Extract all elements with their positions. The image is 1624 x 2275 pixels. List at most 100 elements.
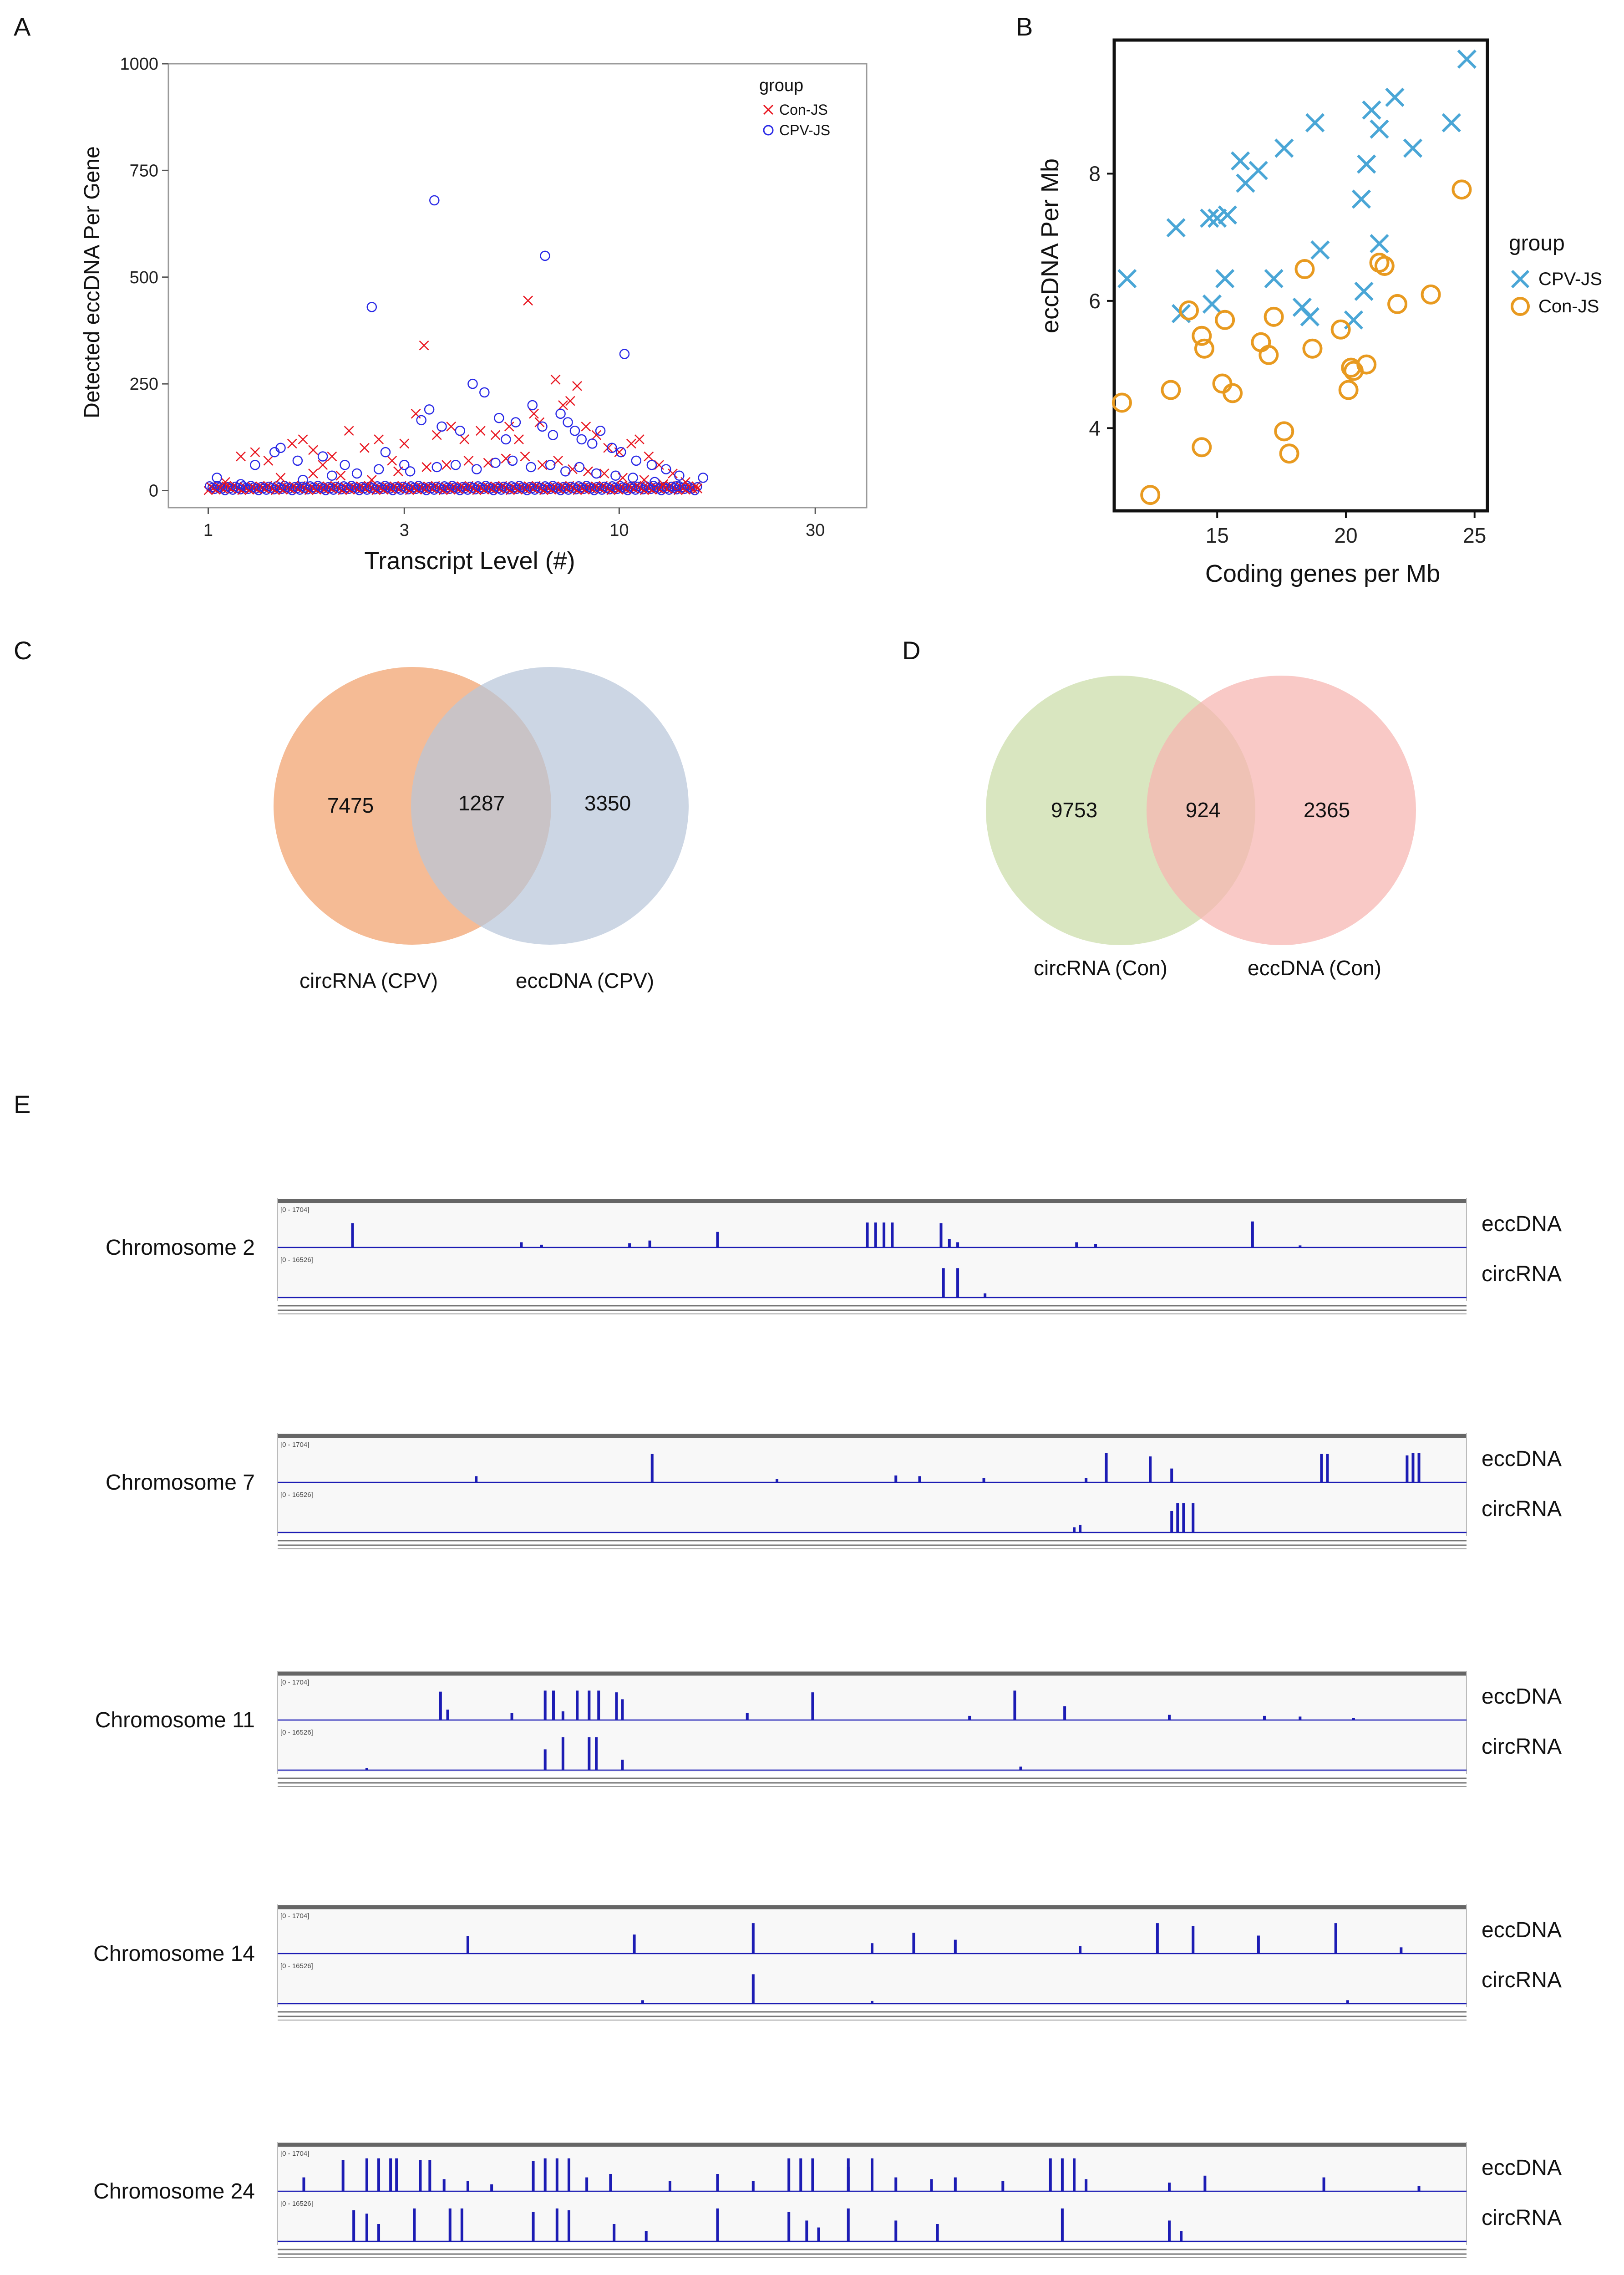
panel-a-point-con-js [626,438,636,449]
track-peak [641,2000,644,2004]
panel-b-x-tick-label: 15 [1206,524,1229,547]
track-peak [1019,1766,1022,1770]
panel-a-point-cpv-js [607,443,617,453]
panel-a-point-cpv-js [212,473,222,483]
track-row-name: circRNA [1482,1497,1562,1521]
panel-b-point-con-js [1330,319,1351,340]
panel-a-point-con-js [327,451,337,462]
panel-a-point-con-js [335,470,346,481]
panel-b-point-cpv-js [1218,205,1237,225]
panel-b-point-con-js [1223,383,1243,403]
panel-a-point-con-js [308,468,318,478]
panel-b-point-con-js [1302,338,1323,359]
track-peak [621,1699,624,1720]
track-peak [585,2177,589,2191]
panel-a-point-con-js [344,426,354,436]
panel-a: A 0 250 500 750 1000 1 3 10 30 Transcript Level… [14,12,868,575]
panel-b-point-cpv-js [1230,151,1250,171]
panel-a-y-tick-label: 250 [130,375,158,394]
panel-b-x-tick-label: 25 [1463,524,1486,547]
track-peak [628,1243,631,1247]
panel-b-point-con-js [1338,380,1359,400]
panel-a-plot-area [167,63,868,509]
track-row-eccdna: [0 - 1704] eccDNA [278,1441,1562,1483]
panel-b-y-axis: 4 6 8 [1089,162,1114,440]
panel-b-point-con-js [1279,443,1299,464]
track-peak [811,1692,814,1720]
track-peak [918,1476,921,1482]
track-peak [799,2158,802,2191]
track-peak [891,1222,894,1247]
panel-a-point-cpv-js [501,434,511,445]
track-peak [874,1222,877,1247]
panel-a-point-cpv-js [526,462,536,473]
panel-a-point-con-js [374,434,384,444]
panel-c-label-circrna: circRNA (CPV) [299,969,438,992]
track-peak [1063,1706,1066,1720]
panel-a-point-con-js [359,443,370,453]
panel-b-point-cpv-js [1457,49,1477,69]
track-peak [1079,1946,1082,1954]
track-peak [787,2158,791,2191]
panel-a-point-cpv-js [671,481,682,492]
panel-a-legend-label-con-js: Con-JS [779,102,828,118]
panel-a-y-label: Detected eccDNA Per Gene [80,146,104,418]
panel-a-legend-marker-con-js [763,104,774,115]
panel-a-point-cpv-js [416,415,426,426]
panel-b-point-con-js [1387,294,1408,314]
track-peak [866,1222,869,1247]
panel-b-point-con-js [1421,284,1441,305]
panel-a-point-con-js [421,462,432,472]
track-row-eccdna: [0 - 1704] eccDNA [278,2150,1562,2192]
panel-a-points [203,195,708,495]
track-peak [615,1692,618,1720]
panel-b-point-cpv-js [1362,100,1381,120]
panel-d: D 9753 924 2365 circRNA (Con) eccDNA (Co… [902,636,1416,980]
track-peak [1257,1935,1260,1954]
panel-a-point-cpv-js [628,473,638,483]
panel-b-point-cpv-js [1354,281,1374,301]
track-peak [413,2208,416,2241]
track-peak [532,2161,535,2191]
panel-b-y-label: eccDNA Per Mb [1036,158,1064,333]
panel-a-point-con-js [572,381,582,391]
panel-a-point-con-js [529,408,539,419]
track-peak [588,1737,591,1770]
panel-b: B 4 6 8 15 20 25 Coding genes per Mb eccDNA … [1016,12,1602,587]
panel-b-point-con-js [1161,380,1181,400]
panel-a-point-cpv-js [235,479,246,489]
track-peak [597,1690,600,1720]
panel-a-point-cpv-js [650,477,660,487]
panel-a-point-cpv-js [490,458,501,468]
panel-a-x-tick-label: 30 [806,521,825,540]
panel-b-point-cpv-js [1274,138,1294,158]
track-peak [1406,1455,1409,1482]
track-peak [956,1268,959,1298]
panel-c-unique-circrna: 7475 [327,794,374,817]
panel-a-point-cpv-js [507,455,518,466]
panel-b-point-con-js [1341,357,1361,378]
panel-a-point-cpv-js [467,378,478,389]
panel-a-point-cpv-js [540,250,550,261]
track-peak [1182,1503,1185,1532]
panel-b-point-con-js [1259,345,1279,365]
panel-a-y-tick-label: 0 [149,482,158,501]
panel-b-point-cpv-js [1117,269,1137,289]
panel-b-point-cpv-js [1166,218,1186,238]
track-peak [746,1713,749,1720]
panel-a-point-cpv-js [646,460,657,470]
track-peak [894,2177,898,2191]
track-peak [1263,1715,1266,1720]
panel-b-point-cpv-js [1200,209,1219,228]
panel-a-point-con-js [550,374,561,385]
panel-a-point-con-js [431,430,442,440]
track-row-range: [0 - 16526] [280,1729,313,1736]
panel-a-point-cpv-js [405,466,416,477]
panel-b-point-con-js [1111,392,1132,413]
track-peak [428,2160,431,2191]
track-peak [1075,1242,1078,1247]
panel-b-point-con-js [1194,338,1214,359]
panel-b-point-con-js [1192,437,1212,458]
panel-a-legend-marker-cpv-js [763,125,774,136]
panel-a-point-con-js [419,340,429,351]
